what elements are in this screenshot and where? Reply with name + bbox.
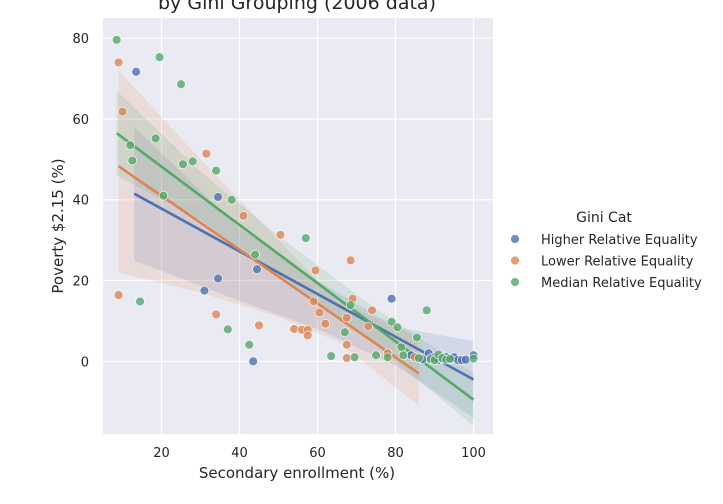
data-point [398,350,408,360]
data-point [289,324,299,334]
data-point [154,52,165,62]
x-tick-label: 80 [387,446,404,461]
scatter-points [111,35,479,367]
data-point [117,107,128,117]
data-point [342,353,352,363]
confidence-band [116,90,474,426]
data-point [158,191,169,201]
legend-title: Gini Cat [576,210,632,226]
data-point [310,265,321,276]
data-point [250,249,260,260]
x-tick-label: 20 [153,446,170,461]
data-point [326,351,336,361]
x-tick-label: 100 [461,446,486,461]
data-point [461,354,471,365]
x-axis-label: Secondary enrollment (%) [199,464,395,482]
data-point [301,233,311,243]
y-tick-label: 40 [72,194,89,209]
legend-marker [510,234,520,244]
data-point [201,149,212,159]
data-point [349,352,360,362]
data-point [414,353,424,363]
data-point [345,255,356,266]
data-point [303,330,313,341]
legend-items: Higher Relative Equality Lower Relative E… [510,233,702,291]
data-point [188,156,198,167]
data-point [125,140,136,150]
data-point [135,296,145,307]
y-tick-label: 0 [81,355,89,370]
data-point [342,312,352,323]
data-point [392,322,403,333]
legend-label: Lower Relative Equality [541,255,694,270]
data-point [345,300,356,310]
data-point [213,192,223,202]
y-tick-label: 60 [72,113,89,128]
data-point [396,342,407,352]
trend-line [133,192,475,381]
data-point [314,307,325,318]
data-point [275,230,286,240]
data-point [248,356,258,367]
data-point [383,352,393,362]
data-point [113,57,124,68]
x-tick-label: 60 [309,446,326,461]
legend-label: Higher Relative Equality [541,233,698,248]
data-point [468,353,479,364]
data-point [111,35,122,45]
data-point [244,340,254,350]
x-tick-label: 40 [231,446,248,461]
data-point [127,155,137,166]
data-point [386,317,397,327]
data-point [213,273,223,284]
data-point [445,354,455,364]
legend-marker [510,277,520,287]
data-point [211,309,221,320]
data-point [342,340,352,350]
data-point [227,195,237,205]
data-point [113,290,124,300]
data-point [199,285,210,296]
data-point [412,332,422,343]
y-axis-label: Poverty $2.15 (%) [49,158,67,293]
data-point [371,350,381,360]
y-tick-label: 20 [72,275,89,290]
data-point [386,293,397,304]
data-point [308,296,319,307]
data-point [320,319,330,329]
data-point [340,327,350,337]
data-point [238,211,249,221]
chart-title: by Gini Grouping (2006 data) [158,0,436,14]
data-point [422,305,432,316]
data-point [176,79,186,89]
data-point [254,320,264,331]
data-point [150,133,161,144]
legend: Gini Cat Higher Relative Equality Lower R… [510,210,702,291]
y-tick-label: 80 [72,32,89,47]
legend-marker [510,255,520,266]
axis-ticks: 20 40 60 80 100 0 20 40 60 80 [72,32,485,461]
data-point [367,305,377,316]
data-point [223,324,233,335]
data-point [363,321,373,332]
trend-line [117,165,420,375]
data-point [131,67,141,77]
data-point [211,165,221,176]
data-point [178,159,188,169]
data-point [252,264,262,274]
legend-label: Median Relative Equality [541,276,702,291]
